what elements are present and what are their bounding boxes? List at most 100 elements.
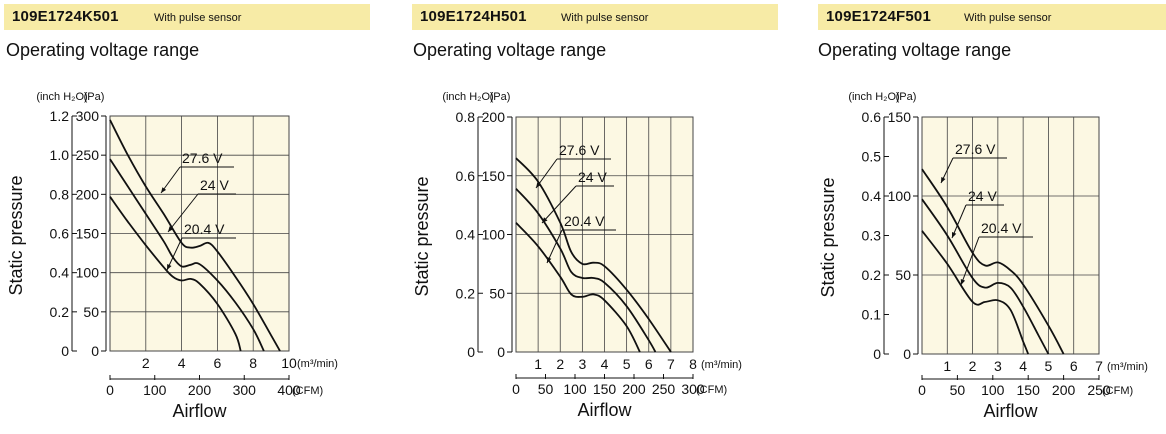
x-tick-label-cfm: 200: [188, 382, 212, 398]
voltage-label: 27.6 V: [559, 142, 600, 158]
x-tick-label-m3: 10: [281, 355, 297, 371]
x-tick-label-cfm: 0: [918, 382, 926, 398]
x-tick-label-cfm: 250: [1087, 382, 1111, 398]
y-tick-label-pa: 50: [489, 285, 505, 301]
arrowhead: [941, 177, 946, 183]
voltage-label: 24 V: [200, 177, 229, 193]
x-unit-cfm: (CFM): [696, 384, 727, 396]
arrowhead: [952, 232, 957, 238]
series-line-2: [921, 198, 1050, 355]
x-tick-label-m3: 2: [969, 358, 977, 374]
x-tick-label-m3: 8: [249, 355, 257, 371]
y-unit-pa: (Pa): [490, 91, 511, 103]
plot-frame: [109, 115, 290, 352]
series-line-1: [515, 157, 672, 353]
x-tick-label-cfm: 100: [143, 382, 167, 398]
y-tick-label-inch: 0.6: [456, 168, 476, 184]
series-line-3: [515, 222, 641, 353]
x-unit-m3: (m³/min): [297, 358, 338, 370]
voltage-label: 27.6 V: [182, 150, 223, 166]
label-leader: [167, 193, 199, 233]
y-tick-label-inch: 0.4: [862, 188, 882, 204]
y-tick-label-inch: 0.4: [50, 265, 70, 281]
x-unit-cfm: (CFM): [1102, 385, 1133, 397]
y-tick-label-pa: 150: [888, 109, 912, 125]
label-leader: [535, 158, 558, 189]
chart-subtitle: Operating voltage range: [6, 40, 200, 60]
y-unit-pa: (Pa): [84, 91, 105, 103]
y-unit-pa: (Pa): [896, 91, 917, 103]
model-number: 109E1724F501: [826, 8, 931, 25]
x-tick-label-m3: 2: [556, 356, 564, 372]
series-line-1: [109, 119, 281, 352]
label-leader: [166, 237, 183, 271]
y-tick-label-pa: 0: [903, 346, 911, 362]
x-unit-m3: (m³/min): [701, 359, 742, 371]
arrowhead: [168, 226, 174, 232]
voltage-label: 27.6 V: [955, 141, 996, 157]
y-tick-label-inch: 0.6: [50, 226, 70, 242]
arrowhead: [536, 182, 542, 188]
y-tick-label-inch: 0.8: [50, 186, 70, 202]
y-tick-label-inch: 0.8: [456, 109, 476, 125]
chart-panel-f501: 109E1724F501 With pulse sensor Operating…: [818, 0, 1166, 434]
x-tick-label-cfm: 150: [593, 381, 617, 397]
x-tick-label-m3: 6: [645, 356, 653, 372]
x-tick-label-m3: 4: [601, 356, 609, 372]
series-line-2: [515, 188, 657, 353]
sensor-note: With pulse sensor: [154, 12, 242, 24]
x-tick-label-m3: 5: [623, 356, 631, 372]
chart-subtitle: Operating voltage range: [818, 40, 1012, 60]
x-tick-label-cfm: 0: [512, 381, 520, 397]
series-line-3: [109, 196, 242, 352]
y-tick-label-pa: 300: [76, 108, 100, 124]
y-tick-label-inch: 0: [873, 346, 881, 362]
y-tick-label-pa: 150: [482, 168, 506, 184]
y-tick-label-pa: 250: [76, 147, 100, 163]
label-leader: [951, 204, 967, 239]
x-tick-label-m3: 3: [578, 356, 586, 372]
sensor-note: With pulse sensor: [561, 12, 649, 24]
voltage-label: 24 V: [578, 169, 607, 185]
voltage-label: 20.4 V: [184, 221, 225, 237]
y-tick-label-pa: 50: [83, 304, 99, 320]
y-tick-label-inch: 1.2: [50, 108, 70, 124]
x-tick-label-m3: 7: [1095, 358, 1103, 374]
x-tick-label-m3: 5: [1045, 358, 1053, 374]
y-tick-label-inch: 0.6: [862, 109, 882, 125]
x-tick-label-m3: 8: [689, 356, 697, 372]
x-tick-label-cfm: 300: [681, 381, 705, 397]
label-leader: [546, 229, 563, 264]
series-line-3: [921, 230, 1030, 355]
x-tick-label-cfm: 150: [1017, 382, 1041, 398]
y-tick-label-pa: 150: [76, 226, 100, 242]
arrowhead: [547, 257, 552, 263]
y-axis-label: Static pressure: [818, 177, 838, 297]
chart-subtitle: Operating voltage range: [413, 40, 607, 60]
label-leader: [960, 236, 980, 286]
x-tick-label-m3: 7: [667, 356, 675, 372]
y-tick-label-pa: 50: [895, 267, 911, 283]
model-number: 109E1724K501: [12, 8, 119, 25]
series-line-2: [109, 158, 265, 352]
y-tick-label-pa: 200: [482, 109, 506, 125]
y-tick-label-inch: 0.1: [862, 307, 882, 323]
series-line-1: [921, 168, 1065, 355]
x-tick-label-cfm: 50: [538, 381, 554, 397]
y-tick-label-inch: 0.2: [50, 304, 70, 320]
y-tick-label-pa: 100: [76, 265, 100, 281]
y-tick-label-pa: 100: [482, 227, 506, 243]
x-unit-cfm: (CFM): [292, 385, 323, 397]
voltage-label: 24 V: [968, 188, 997, 204]
x-tick-label-m3: 1: [534, 356, 542, 372]
y-tick-label-pa: 200: [76, 186, 100, 202]
arrowhead: [161, 187, 167, 193]
y-unit-inch: (inch H₂O): [36, 91, 87, 103]
plot-area: [922, 117, 1099, 354]
y-tick-label-inch: 0: [61, 343, 69, 359]
x-tick-label-m3: 4: [1019, 358, 1027, 374]
x-tick-label-m3: 3: [994, 358, 1002, 374]
arrowhead: [167, 264, 172, 270]
x-tick-label-m3: 1: [943, 358, 951, 374]
